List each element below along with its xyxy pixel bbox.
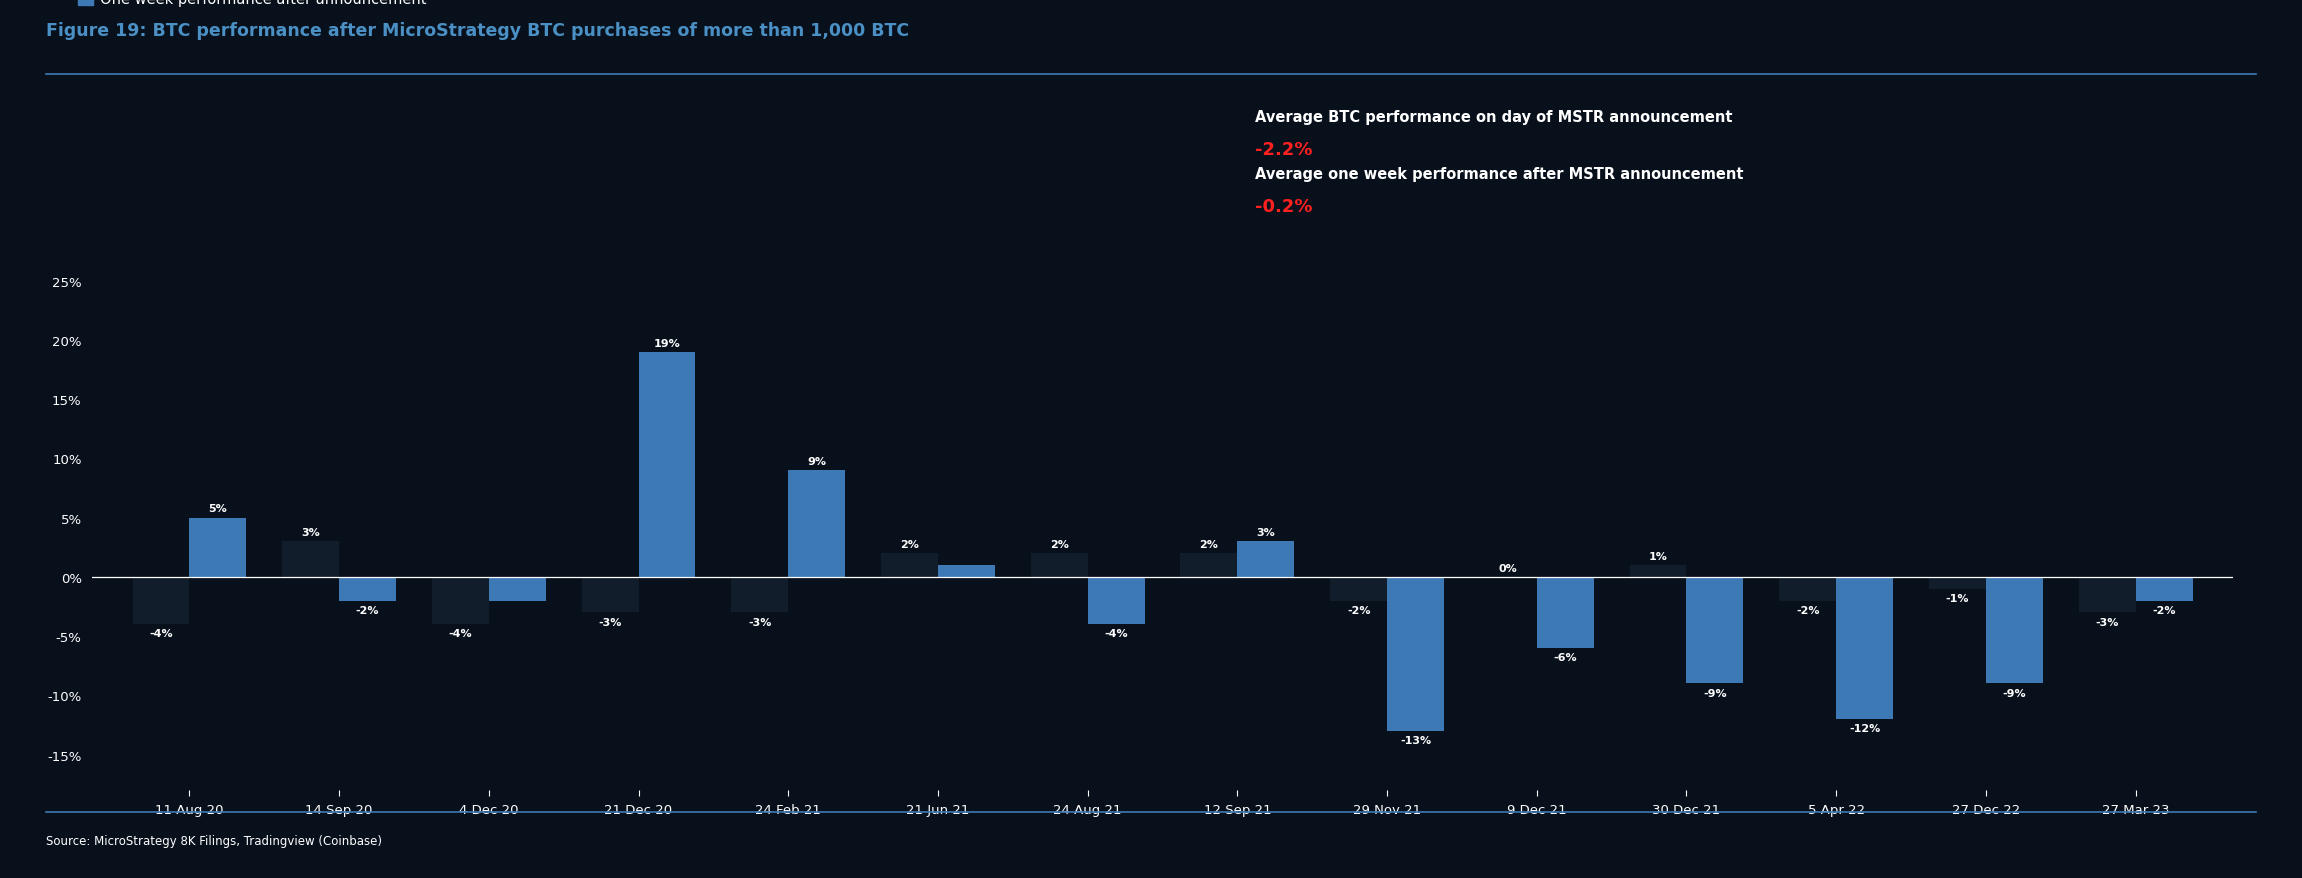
Text: -1%: -1% [1945,594,1968,603]
Text: -4%: -4% [150,629,173,638]
Text: -4%: -4% [449,629,472,638]
Bar [1031,553,1087,577]
Bar [1087,577,1144,624]
Text: -2%: -2% [1347,605,1370,615]
Bar [189,518,246,577]
Text: -4%: -4% [1105,629,1128,638]
Text: -0.2%: -0.2% [1255,198,1312,215]
Bar [732,577,787,613]
Bar [937,565,994,577]
Text: -2%: -2% [1796,605,1819,615]
Bar [1987,577,2042,684]
Text: Figure 19: BTC performance after MicroStrategy BTC purchases of more than 1,000 : Figure 19: BTC performance after MicroSt… [46,22,909,40]
Text: 1%: 1% [1648,551,1667,561]
Text: -2%: -2% [357,605,380,615]
Text: -9%: -9% [2003,687,2026,698]
Bar [134,577,189,624]
Text: 9%: 9% [808,457,826,466]
Legend: BTC performance on announcement day, One week performance after announcement: BTC performance on announcement day, One… [78,0,426,7]
Bar [283,542,338,577]
Text: -3%: -3% [599,617,622,627]
Text: Source: MicroStrategy 8K Filings, Tradingview (Coinbase): Source: MicroStrategy 8K Filings, Tradin… [46,834,382,847]
Bar [1538,577,1593,648]
Text: -13%: -13% [1400,735,1432,745]
Text: 3%: 3% [302,528,320,537]
Bar [1331,577,1388,601]
Text: -2.2%: -2.2% [1255,140,1312,158]
Text: -9%: -9% [1703,687,1726,698]
Bar [2079,577,2136,613]
Text: 2%: 2% [1050,539,1068,550]
Text: Average BTC performance on day of MSTR announcement: Average BTC performance on day of MSTR a… [1255,110,1731,125]
Text: -3%: -3% [748,617,771,627]
Bar [1181,553,1238,577]
Bar [1929,577,1987,589]
Text: 2%: 2% [900,539,918,550]
Text: -2%: -2% [2152,605,2175,615]
Bar [2136,577,2192,601]
Text: 5%: 5% [209,504,228,514]
Bar [1630,565,1687,577]
Bar [638,352,695,577]
Text: -6%: -6% [1554,652,1577,662]
Bar [787,471,845,577]
Bar [1388,577,1443,731]
Text: 3%: 3% [1257,528,1275,537]
Bar [433,577,488,624]
Bar [1238,542,1294,577]
Bar [582,577,638,613]
Bar [1837,577,1892,719]
Text: 2%: 2% [1199,539,1218,550]
Text: Average one week performance after MSTR announcement: Average one week performance after MSTR … [1255,167,1743,182]
Text: 19%: 19% [654,338,681,349]
Bar [1687,577,1743,684]
Bar [488,577,546,601]
Bar [1779,577,1837,601]
Bar [882,553,937,577]
Text: -12%: -12% [1849,723,1881,733]
Bar [338,577,396,601]
Text: 0%: 0% [1499,563,1517,573]
Text: -3%: -3% [2095,617,2118,627]
